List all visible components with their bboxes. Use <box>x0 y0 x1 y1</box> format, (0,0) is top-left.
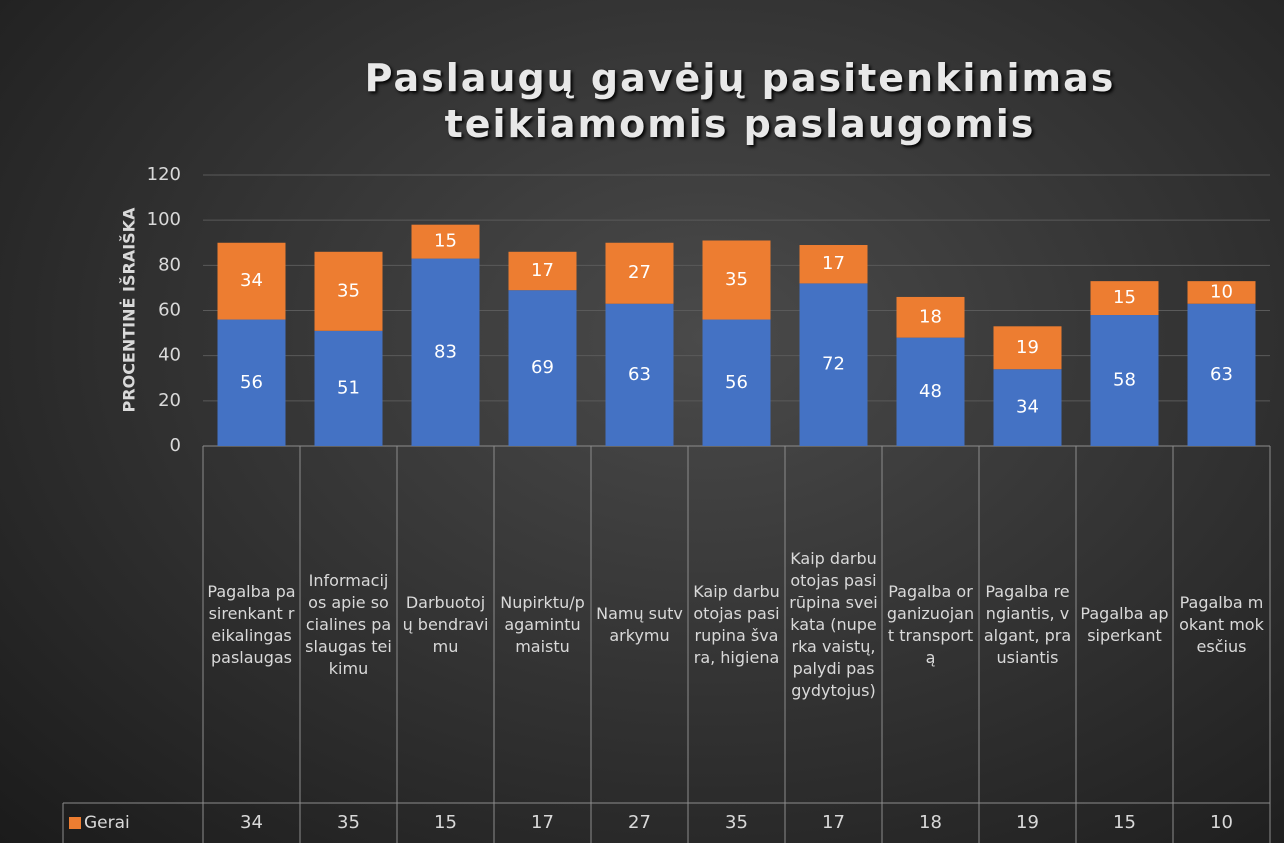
data-label: 17 <box>822 253 845 274</box>
y-tick-label: 20 <box>158 390 181 411</box>
chart-title: Paslaugų gavėjų pasitenkinimas teikiamom… <box>364 56 1116 146</box>
table-value: 35 <box>337 812 360 833</box>
bar-segment <box>217 319 286 446</box>
table-value: 17 <box>531 812 554 833</box>
category-label: Pagalba rengiantis, valgant, prausiantis <box>983 581 1072 667</box>
category-label: Informacijos apie socialines paslaugas t… <box>305 570 392 678</box>
category-label: Pagalba mokant mokesčius <box>1179 592 1264 656</box>
table-value: 27 <box>628 812 651 833</box>
table-value: 34 <box>240 812 263 833</box>
data-label: 18 <box>919 306 942 327</box>
data-label: 48 <box>919 381 942 402</box>
legend-swatch <box>69 817 81 829</box>
data-label: 19 <box>1016 337 1039 358</box>
y-axis-label: PROCENTINĖ IŠRAIŠKA <box>120 207 139 413</box>
y-tick-label: 120 <box>147 164 181 185</box>
data-label: 35 <box>337 280 360 301</box>
y-tick-label: 60 <box>158 300 181 321</box>
category-label: Pagalba apsiperkant <box>1080 603 1169 645</box>
bar-segment <box>314 251 383 331</box>
bar-segment <box>799 283 868 446</box>
data-label: 72 <box>822 354 845 375</box>
data-label: 15 <box>1113 287 1136 308</box>
bar-segment <box>411 224 480 259</box>
bar-segment <box>993 369 1062 446</box>
bar-segment <box>702 319 771 446</box>
y-tick-label: 0 <box>170 435 181 456</box>
table-value: 19 <box>1016 812 1039 833</box>
category-label: Kaip darbuotojas pasirūpina sveikata (nu… <box>789 548 878 700</box>
bar-segment <box>896 337 965 446</box>
bar-segment <box>411 258 480 446</box>
bar-segment <box>605 303 674 446</box>
data-label: 69 <box>531 357 554 378</box>
bar-segment <box>1187 281 1256 304</box>
title-box: Paslaugų gavėjų pasitenkinimas teikiamom… <box>364 56 1116 146</box>
legend-entry: Gerai <box>69 803 130 843</box>
table-value: 35 <box>725 812 748 833</box>
bar-segment <box>799 245 868 284</box>
table-value: 17 <box>822 812 845 833</box>
bar-segment <box>314 330 383 446</box>
category-label: Pagalba organizuojant transportą <box>886 581 975 667</box>
data-label: 34 <box>240 270 263 291</box>
data-label: 15 <box>434 231 457 252</box>
bar-segment <box>1090 281 1159 316</box>
data-label: 27 <box>628 262 651 283</box>
bar-segment <box>1187 303 1256 446</box>
legend-label: Gerai <box>84 813 130 833</box>
data-label: 63 <box>1210 364 1233 385</box>
category-label: Nupirktu/pagamintu maistu <box>500 592 585 656</box>
data-label: 51 <box>337 377 360 398</box>
table-value: 18 <box>919 812 942 833</box>
data-label: 58 <box>1113 370 1136 391</box>
category-label: Kaip darbuotojas pasirupina švara, higie… <box>693 581 780 667</box>
data-label: 34 <box>1016 397 1039 418</box>
y-tick-label: 40 <box>158 345 181 366</box>
data-label: 17 <box>531 260 554 281</box>
bar-segment <box>605 242 674 304</box>
data-label: 83 <box>434 341 457 362</box>
bar-segment <box>1090 315 1159 446</box>
y-tick-label: 80 <box>158 254 181 275</box>
bar-segment <box>993 326 1062 370</box>
data-label: 56 <box>725 372 748 393</box>
table-value: 10 <box>1210 812 1233 833</box>
category-label: Namų sutvarkymu <box>596 603 683 645</box>
data-label: 10 <box>1210 281 1233 302</box>
bar-segment <box>508 290 577 446</box>
table-value: 15 <box>1113 812 1136 833</box>
y-tick-label: 100 <box>147 209 181 230</box>
table-value: 15 <box>434 812 457 833</box>
bar-segment <box>702 240 771 320</box>
category-label: Darbuotojų bendravimu <box>402 592 489 656</box>
data-label: 35 <box>725 269 748 290</box>
bar-segment <box>508 251 577 291</box>
category-label: Pagalba pasirenkant reikalingas paslauga… <box>207 581 296 667</box>
bar-segment <box>896 296 965 338</box>
data-label: 56 <box>240 372 263 393</box>
data-label: 63 <box>628 364 651 385</box>
bar-segment <box>217 242 286 320</box>
